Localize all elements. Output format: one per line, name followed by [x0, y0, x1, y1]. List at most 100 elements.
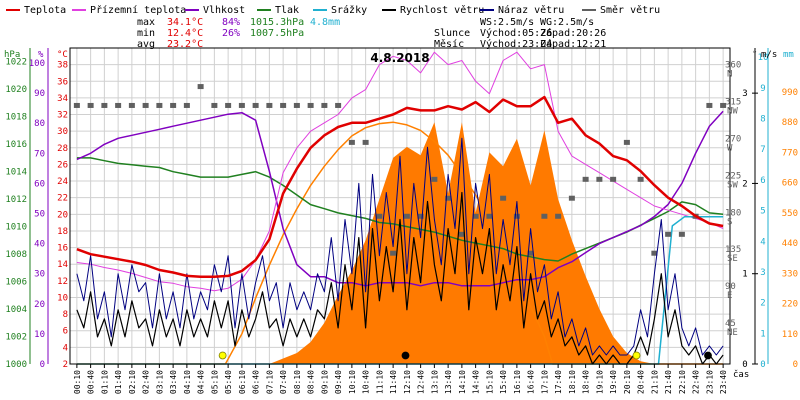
- x-tick-label-28: 14:10: [458, 370, 467, 394]
- axis-unit-hpa: hPa: [4, 50, 20, 60]
- series-layer: [73, 51, 727, 365]
- direction-point-10: [211, 102, 218, 108]
- legend-label-7: Směr větru: [600, 4, 660, 16]
- plot-frame: [69, 47, 731, 365]
- series-vlhkost: [76, 110, 724, 287]
- x-tick-label-45: 22:40: [692, 370, 701, 394]
- temperature-tick-16: 34: [57, 94, 68, 104]
- humidity-tick-9: 90: [34, 89, 45, 99]
- direction-point-42: [651, 250, 658, 256]
- stats-avg-temp: 23.2°C: [167, 39, 203, 50]
- solar-tick-5: 550: [782, 209, 798, 219]
- stats-min-label: min: [137, 28, 155, 39]
- sun-label: Slunce: [434, 28, 470, 39]
- direction-point-30: [486, 213, 493, 219]
- x-tick-label-47: 23:40: [719, 370, 728, 394]
- direction-name-2: SE: [727, 254, 738, 264]
- legend-label-0: Teplota: [24, 5, 66, 16]
- x-tick-label-1: 00:40: [87, 370, 96, 394]
- series-teplota: [76, 95, 724, 278]
- solar-tick-2: 220: [782, 300, 798, 310]
- x-tick-label-32: 16:10: [513, 370, 522, 394]
- pressure-tick-3: 1006: [5, 278, 27, 288]
- direction-point-5: [142, 102, 149, 108]
- marker-sunrise: [218, 351, 227, 360]
- direction-point-47: [720, 102, 727, 108]
- direction-tick-4: 225: [725, 171, 741, 181]
- direction-name-4: SW: [727, 180, 738, 190]
- temperature-tick-17: 36: [57, 77, 68, 87]
- x-tick-label-20: 10:10: [348, 370, 357, 394]
- wind-wg: WG:2.5m/s: [540, 17, 594, 28]
- wind-ws: WS:2.5m/s: [480, 17, 534, 28]
- x-tick-label-36: 18:10: [568, 370, 577, 394]
- solar-tick-7: 770: [782, 148, 798, 158]
- direction-point-12: [238, 102, 245, 108]
- rain-tick-7: 7: [760, 145, 765, 155]
- temperature-tick-15: 32: [57, 111, 68, 121]
- temperature-tick-10: 22: [57, 194, 68, 204]
- x-tick-label-39: 19:40: [609, 370, 618, 394]
- x-tick-label-7: 03:40: [169, 370, 178, 394]
- rain-tick-3: 3: [760, 268, 765, 278]
- direction-name-1: E: [727, 291, 732, 301]
- temperature-tick-5: 12: [57, 277, 68, 287]
- pressure-tick-1: 1002: [5, 333, 27, 343]
- pressure-tick-0: 1000: [5, 360, 27, 370]
- axis-unit-pct: %: [38, 50, 44, 60]
- x-tick-label-13: 06:40: [252, 370, 261, 394]
- rain-tick-5: 5: [760, 207, 765, 217]
- stats-max-press: 1015.3hPa: [250, 17, 304, 28]
- temperature-tick-3: 8: [63, 310, 68, 320]
- direction-point-14: [266, 102, 273, 108]
- rain-tick-10: 10: [758, 53, 769, 63]
- marker-moonset: [401, 351, 410, 360]
- axes-layer: 00:10 00:40 01:10 01:40 02:10 02:40 03:10 03:40…: [5, 48, 798, 394]
- humidity-tick-3: 30: [34, 270, 45, 280]
- temperature-tick-12: 26: [57, 160, 68, 170]
- humidity-tick-10: 100: [29, 59, 45, 69]
- direction-point-38: [596, 176, 603, 182]
- x-tick-label-21: 10:40: [362, 370, 371, 394]
- legend-label-1: Přízemní teplota: [90, 4, 186, 16]
- x-tick-label-35: 17:40: [554, 370, 563, 394]
- x-tick-label-42: 21:10: [650, 370, 659, 394]
- direction-point-22: [376, 213, 383, 219]
- direction-point-31: [500, 195, 507, 201]
- direction-point-0: [73, 102, 80, 108]
- stats-max-label: max: [137, 17, 155, 28]
- series-solar-theoretical: [76, 121, 724, 365]
- direction-point-35: [555, 213, 562, 219]
- direction-point-44: [678, 231, 685, 237]
- marker-moonrise: [704, 351, 712, 360]
- x-tick-label-15: 07:40: [279, 370, 288, 394]
- temperature-tick-1: 4: [63, 343, 68, 353]
- x-tick-label-33: 16:40: [527, 370, 536, 394]
- stats-total-rain: 4.8mm: [310, 17, 340, 28]
- temperature-tick-0: 2: [63, 360, 68, 370]
- x-tick-label-46: 23:10: [705, 370, 714, 394]
- stats-max-hum: 84%: [222, 17, 240, 28]
- solar-tick-1: 110: [782, 330, 798, 340]
- x-tick-label-24: 12:10: [403, 370, 412, 394]
- humidity-tick-5: 50: [34, 210, 45, 220]
- humidity-tick-2: 20: [34, 300, 45, 310]
- marker-sunset: [632, 351, 641, 360]
- solar-tick-8: 880: [782, 118, 798, 128]
- direction-point-8: [183, 102, 190, 108]
- x-tick-label-43: 21:40: [664, 370, 673, 394]
- direction-point-9: [197, 84, 204, 90]
- pressure-tick-2: 1004: [5, 305, 27, 315]
- temperature-tick-14: 30: [57, 127, 68, 137]
- pressure-tick-8: 1016: [5, 140, 27, 150]
- direction-point-4: [128, 102, 135, 108]
- direction-point-6: [156, 102, 163, 108]
- humidity-tick-6: 60: [34, 179, 45, 189]
- x-tick-label-27: 13:40: [444, 370, 453, 394]
- x-tick-label-9: 04:40: [197, 370, 206, 394]
- pressure-tick-5: 1010: [5, 223, 27, 233]
- solar-layer: [76, 121, 724, 365]
- temperature-tick-13: 28: [57, 144, 68, 154]
- temperature-tick-18: 38: [57, 61, 68, 71]
- solar-tick-0: 0: [793, 360, 798, 370]
